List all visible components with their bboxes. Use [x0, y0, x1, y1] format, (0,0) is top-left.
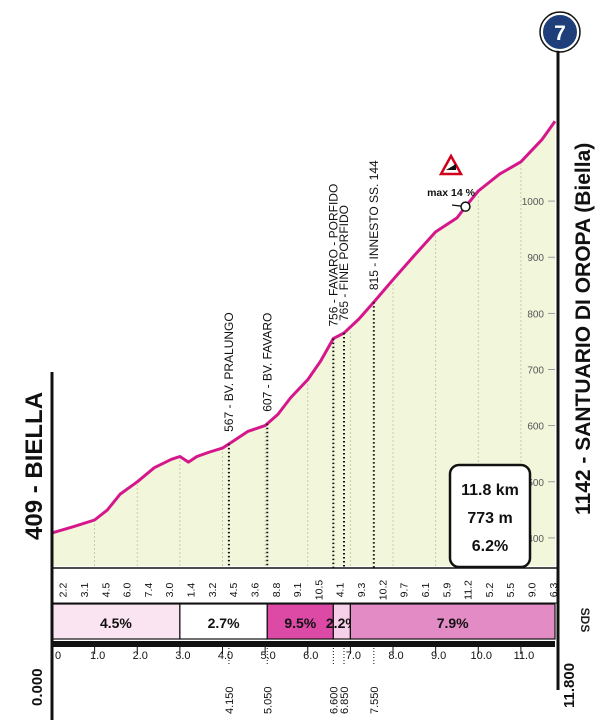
half-km-gradient: 3.0: [164, 583, 176, 598]
sector-label: 7.9%: [437, 615, 469, 631]
elevation-tick-label: 900: [527, 253, 544, 264]
waypoint-km: 5.050: [262, 686, 274, 714]
stage-badge-ring: [539, 11, 581, 53]
finish-label: 1142 - SANTUARIO DI OROPA (Biella): [572, 143, 595, 515]
waypoint-km: 6.600: [328, 686, 340, 714]
half-km-gradient: 6.1: [420, 583, 432, 598]
waypoint-label: 815 - INNESTO SS. 144: [367, 160, 381, 290]
km-axis-bar: [52, 641, 555, 647]
half-km-gradient: 11.2: [463, 580, 475, 600]
half-km-gradient: 5.2: [484, 583, 496, 598]
waypoint-km: 6.850: [339, 686, 351, 714]
half-km-gradient: 3.2: [207, 583, 219, 598]
half-km-gradient: 3.6: [249, 583, 261, 598]
km-tick-label: 10.0: [471, 650, 492, 662]
max-gradient-point: [460, 201, 471, 212]
summary-gradient: 6.2%: [472, 538, 508, 555]
profile-area: [52, 121, 555, 567]
km-tick-label: 3.0: [175, 650, 190, 662]
waypoint-km: 4.150: [224, 686, 236, 714]
km-tick-label: 11.0: [514, 650, 535, 662]
waypoint-km: 7.550: [369, 686, 381, 714]
elevation-tick-label: 800: [527, 309, 544, 320]
half-km-gradient: 10.5: [313, 580, 325, 601]
km-tick-label: 2.0: [133, 650, 148, 662]
slope-glyph: [446, 164, 456, 170]
elevation-tick-label: 400: [527, 534, 544, 545]
stage-number: 7: [554, 22, 566, 45]
km-tick-label: 8.0: [388, 650, 403, 662]
half-km-gradient: 6.0: [122, 583, 134, 598]
km-tick-label: 9.0: [431, 650, 446, 662]
warning-triangle-icon: [438, 153, 464, 176]
half-km-gradient: 7.4: [143, 583, 155, 598]
elevation-tick-label: 700: [527, 365, 544, 376]
half-km-gradient: 10.2: [377, 580, 389, 601]
start-label: 409 - BIELLA: [21, 392, 48, 540]
km-tick-label: 5.0: [260, 650, 275, 662]
waypoint-label: 765 - FINE PORFIDO: [337, 205, 351, 321]
summary-climb: 773 m: [467, 510, 512, 527]
start-km-label: 0.000: [29, 668, 46, 706]
summary-box: [448, 463, 532, 569]
half-km-gradient: 1.4: [186, 583, 198, 598]
half-km-gradient: 9.1: [292, 583, 304, 598]
brand-logo: SDS: [578, 608, 592, 633]
stage-badge: [541, 13, 579, 51]
gradient-sector: [179, 603, 268, 640]
sector-label: 9.5%: [284, 615, 316, 631]
waypoint-label: 567 - BV. PRALUNGO: [222, 312, 236, 432]
half-km-gradient: 9.7: [399, 583, 411, 598]
half-km-gradient: 9.0: [527, 583, 539, 598]
finish-km-label: 11.800: [561, 663, 578, 708]
elevation-tick-label: 600: [527, 422, 544, 433]
km-tick-label: 0: [55, 650, 61, 662]
km-tick-label: 6.0: [303, 650, 318, 662]
waypoint-label: 756 - FAVARO - PORFIDO: [326, 184, 340, 327]
half-km-gradient: 2.2: [58, 583, 70, 598]
half-km-gradient: 9.3: [356, 583, 368, 598]
elevation-tick-label: 1000: [522, 197, 545, 208]
half-km-gradient: 5.9: [441, 583, 453, 598]
profile-line: [51, 120, 557, 535]
half-km-gradient: 8.8: [271, 583, 283, 598]
gradient-sector: [266, 603, 334, 640]
waypoint-label: 607 - BV. FAVARO: [260, 313, 274, 412]
gradient-sector: [349, 603, 556, 640]
km-tick-label: 1.0: [90, 650, 105, 662]
km-tick-label: 7.0: [346, 650, 361, 662]
half-km-gradient: 4.5: [228, 583, 240, 598]
sector-label: 2.7%: [208, 615, 240, 631]
elevation-tick-label: 500: [527, 478, 544, 489]
half-km-gradient: 4.1: [335, 583, 347, 598]
half-km-gradient: 5.5: [505, 583, 517, 598]
km-tick-label: 4.0: [218, 650, 233, 662]
sector-label: 4.5%: [100, 615, 132, 631]
half-km-gradient: 3.1: [79, 583, 91, 598]
max-gradient-label: max 14 %: [427, 187, 476, 199]
summary-distance: 11.8 km: [461, 482, 519, 499]
half-km-gradient: 4.5: [100, 583, 112, 598]
